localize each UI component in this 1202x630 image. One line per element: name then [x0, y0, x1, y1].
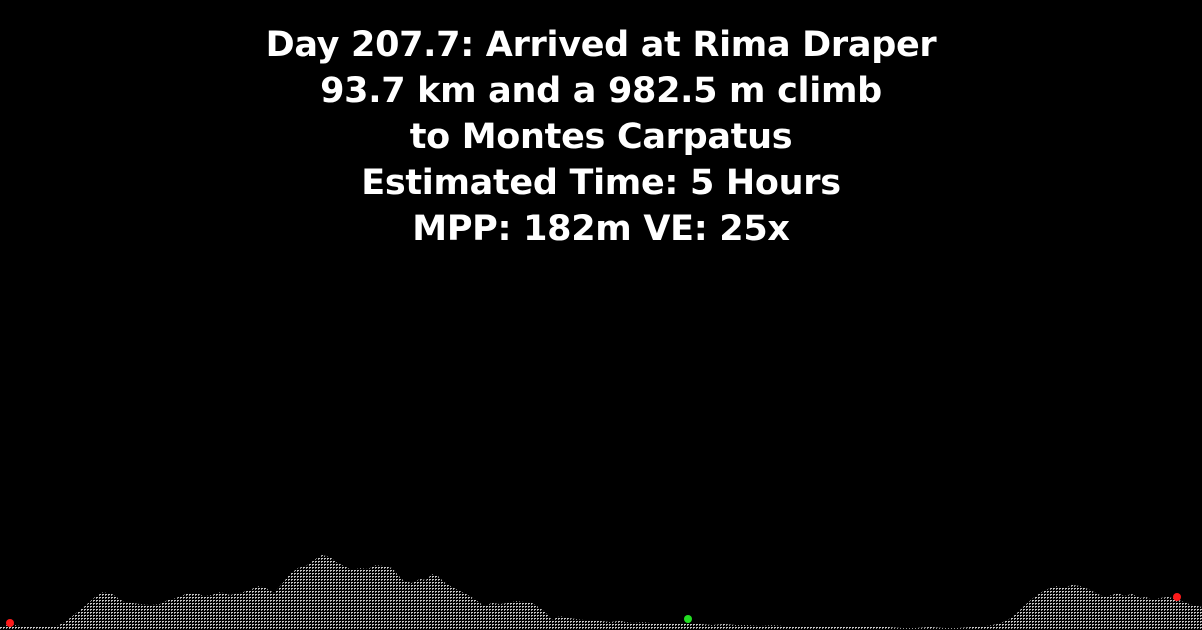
title-line-mpp-ve: MPP: 182m VE: 25x [412, 209, 790, 249]
midpoint-marker [684, 615, 692, 623]
terrain-profile-area [0, 555, 1202, 630]
title-block: Day 207.7: Arrived at Rima Draper 93.7 k… [0, 22, 1202, 252]
title-line-day: Day 207.7: Arrived at Rima Draper [265, 25, 937, 65]
title-line-estimated-time: Estimated Time: 5 Hours [361, 163, 841, 203]
end-marker [1173, 593, 1181, 601]
title-line-distance-climb: 93.7 km and a 982.5 m climb [320, 71, 882, 111]
start-marker [6, 619, 14, 627]
title-line-destination: to Montes Carpatus [409, 117, 793, 157]
